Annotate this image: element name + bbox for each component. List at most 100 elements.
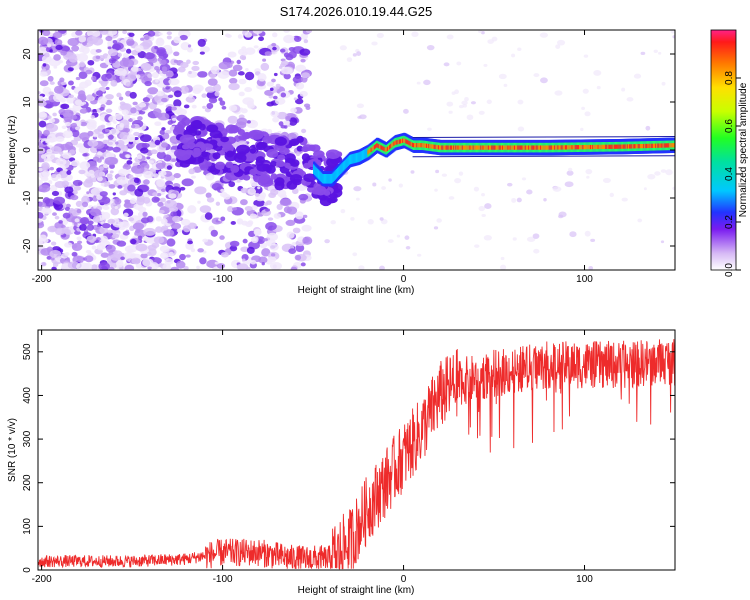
spectrogram-cell [283,30,290,33]
spectrogram-cell [165,86,170,90]
spectrogram-cell [236,59,242,65]
spectrogram-cell [112,40,118,44]
spectrogram-cell [280,92,287,98]
spectrogram-cell [558,214,564,219]
spectrogram-cell [104,128,110,133]
spectrogram-cell [660,169,667,173]
spectrogram-cell [410,170,415,174]
spectrogram-cell [458,171,464,176]
spectrogram-cell [241,258,246,262]
spectrogram-cell [533,248,540,254]
spectrogram-cell [214,91,220,97]
spectrogram-cell [154,121,162,127]
spectrogram-cell [137,51,147,59]
spectrogram-cell [159,197,166,203]
spectrogram-cell [267,217,274,221]
spectrogram-cell [346,57,353,63]
spectrogram-cell [38,167,44,172]
spectrogram-cell [192,119,203,129]
spectrogram-cell [86,235,97,243]
spectrogram-cell [38,179,44,186]
spectrogram-cell [74,230,81,235]
spectrogram-cell [168,251,174,257]
spectrogram-cell [63,228,71,235]
spectrogram-cell [119,75,125,81]
spectrogram-cell [133,131,140,137]
spectrogram-cell [179,134,196,145]
spectrogram-cell [97,96,108,105]
spectrogram-cell [91,245,97,250]
spectrogram-cell [105,152,115,159]
spectrogram-cell [147,87,159,95]
spectrogram-cell [131,165,145,174]
spectrogram-cell [134,136,139,141]
spectrogram-cell [272,116,280,123]
spectrogram-cell [244,71,255,81]
spectrogram-cell [173,99,182,108]
spectrogram-cell [107,218,116,224]
spectrogram-cell [124,124,130,129]
spectrogram-cell [49,184,58,193]
spectrogram-cell [288,117,298,126]
spectrogram-cell [249,213,257,220]
spectrogram-cell [78,81,89,89]
spectrogram-cell [117,185,123,189]
spectrogram-cell [500,256,505,261]
spectrogram-cell [270,253,276,257]
spectrogram-cell [436,218,442,223]
spectrogram-cell [100,124,106,129]
spectrogram-cell [301,146,309,153]
spectrogram-cell [99,107,105,111]
spectrogram-cell [159,245,170,253]
spectrogram-x-tick-label: 100 [576,274,593,285]
spectrogram-cell [51,266,57,270]
spectrogram-cell [88,169,95,176]
spectrogram-cell [170,222,182,230]
spectrogram-cell [116,240,127,247]
spectrogram-cell [257,186,261,190]
spectrogram-cell [225,161,234,169]
spectrogram-cell [126,41,132,46]
spectrogram-cell [105,36,113,42]
spectrogram-cell [116,139,125,147]
spectrogram-cell [92,133,99,138]
spectrogram-x-tick-label: -100 [213,274,233,285]
spectrogram-cell [81,101,87,105]
spectrogram-cell [242,174,251,181]
spectrogram-cell [215,201,221,206]
spectrogram-cell [52,212,57,216]
spectrogram-cell [144,80,152,87]
spectrogram-cell [294,211,304,220]
spectrogram-cell [176,228,183,233]
spectrogram-cell [140,217,150,224]
spectrogram-cell [202,105,206,109]
spectrogram-cell [166,31,172,36]
spectrogram-cell [107,134,114,140]
spectrogram-cell [133,177,140,184]
spectrogram-cell [569,231,577,238]
spectrogram-cell [147,244,157,251]
spectrogram-cell [303,173,317,183]
spectrogram-cell [396,234,401,238]
spectrogram-cell [205,192,212,199]
spectrogram-cell [50,241,57,246]
spectrogram-cell [441,173,448,177]
spectrogram-cell [79,223,87,231]
spectrogram-cell [165,71,174,78]
spectrogram-ylabel: Frequency (Hz) [7,116,18,185]
spectrogram-cell [90,209,102,217]
spectrogram-cell [266,101,275,107]
spectrogram-cell [47,43,52,48]
spectrogram-cell [262,58,267,62]
colorbar: 0.0 0.2 0.4 0.6 0.8 Normalized spectral ampl… [710,29,749,277]
spectrogram-cell [352,252,358,257]
spectrogram-cell [79,95,87,102]
spectrogram-cell [270,173,278,180]
spectrogram-cell [568,167,573,172]
spectrogram-cell [132,222,145,231]
spectrogram-cell [279,198,292,207]
colorbar-tick-label: 0.8 [724,71,735,85]
spectrogram-cell [158,170,167,176]
spectrogram-cell [158,209,165,214]
spectrogram-cell [183,265,189,270]
